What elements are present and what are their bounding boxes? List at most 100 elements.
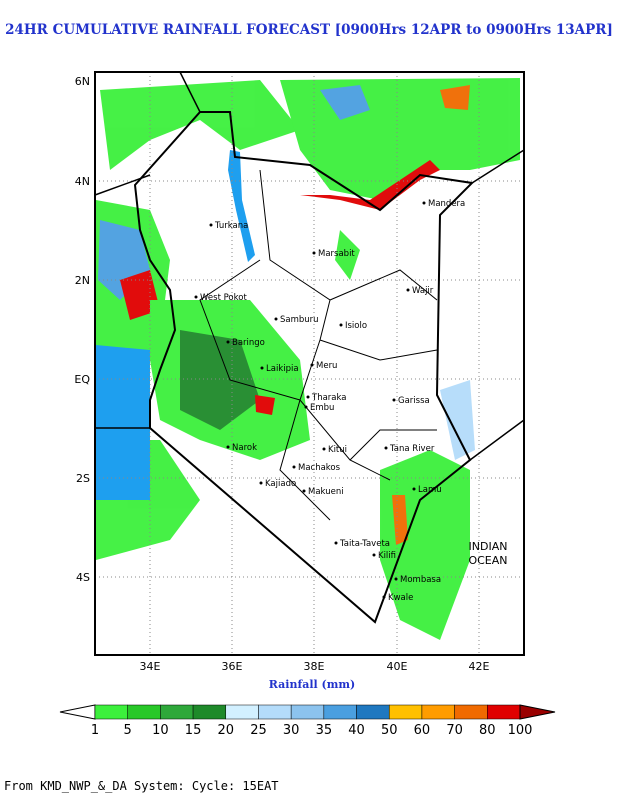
place-label: Marsabit bbox=[318, 249, 355, 259]
place-label: Kajiado bbox=[265, 479, 296, 489]
place-label: Samburu bbox=[280, 315, 319, 325]
place-label: Wajir bbox=[412, 286, 434, 296]
colorbar-label: 15 bbox=[185, 723, 202, 738]
map-frame bbox=[94, 71, 525, 656]
place-dot bbox=[334, 541, 338, 545]
place-label: Machakos bbox=[298, 463, 341, 473]
rain-patch bbox=[300, 160, 440, 210]
place-label: Embu bbox=[310, 403, 334, 413]
lat-tick-label: EQ bbox=[74, 373, 90, 386]
colorbar-box bbox=[388, 704, 423, 720]
colorbar-label: 70 bbox=[446, 723, 463, 738]
place-dot bbox=[392, 398, 396, 402]
place-label: Kilifi bbox=[378, 551, 396, 561]
place-dot bbox=[260, 366, 264, 370]
colorbar-box bbox=[192, 704, 227, 720]
colorbar-label: 20 bbox=[217, 723, 234, 738]
place-label: Laikipia bbox=[266, 364, 299, 374]
place-label: Makueni bbox=[308, 487, 344, 497]
rain-patch bbox=[180, 330, 260, 430]
colorbar-box bbox=[487, 704, 521, 720]
place-label: Kwale bbox=[388, 593, 413, 603]
place-label: Tana River bbox=[389, 444, 435, 454]
place-dot bbox=[226, 445, 230, 449]
lon-tick-label: 38E bbox=[304, 660, 325, 673]
rain-patch bbox=[392, 495, 408, 545]
place-label: Meru bbox=[316, 361, 337, 371]
rain-patch bbox=[100, 80, 300, 170]
place-label: Kitui bbox=[328, 445, 347, 455]
place-dot bbox=[310, 363, 314, 367]
colorbar-box bbox=[454, 704, 488, 720]
place-label: Lamu bbox=[418, 485, 442, 495]
colorbar-box bbox=[290, 704, 325, 720]
lon-tick-label: 40E bbox=[387, 660, 408, 673]
colorbar-box bbox=[356, 704, 390, 720]
footer: From KMD_NWP_&_DA System: Cycle: 15EAT bbox=[4, 779, 279, 793]
colorbar-label: 50 bbox=[381, 723, 398, 738]
neighbour-border bbox=[94, 71, 525, 461]
colorbar-label: 10 bbox=[152, 723, 169, 738]
title: 24HR CUMULATIVE RAINFALL FORECAST [0900H… bbox=[5, 22, 613, 38]
colorbar-box bbox=[421, 704, 455, 720]
colorbar-label: 60 bbox=[414, 723, 431, 738]
place-dot bbox=[384, 446, 388, 450]
colorbar: 1 5 10 15 20 25 30 35 40 50 60 70 80 100 bbox=[59, 704, 556, 738]
place-dot bbox=[312, 251, 316, 255]
x-label: Rainfall (mm) bbox=[269, 678, 355, 691]
place-dot bbox=[412, 487, 416, 491]
place-dot bbox=[422, 201, 426, 205]
colorbar-low bbox=[59, 704, 96, 720]
lake-turkana bbox=[228, 150, 255, 262]
colorbar-label: 5 bbox=[124, 723, 132, 738]
places: Turkana Marsabit Mandera Wajir Isiolo Samburu… bbox=[194, 199, 465, 603]
place-dot bbox=[292, 465, 296, 469]
colorbar-label: 80 bbox=[479, 723, 496, 738]
rain-patch bbox=[320, 85, 370, 120]
place-dot bbox=[302, 489, 306, 493]
place-dot bbox=[322, 447, 326, 451]
place-dot bbox=[194, 295, 198, 299]
lon-tick-label: 42E bbox=[469, 660, 490, 673]
colorbar-label: 35 bbox=[316, 723, 333, 738]
colorbar-box bbox=[160, 704, 194, 720]
colorbar-label: 30 bbox=[283, 723, 300, 738]
colorbar-box bbox=[94, 704, 128, 720]
rain-patch bbox=[440, 85, 470, 110]
rain-patch bbox=[255, 395, 275, 415]
lat-tick-label: 4N bbox=[75, 175, 90, 188]
place-dot bbox=[372, 553, 376, 557]
ocean-label: OCEAN bbox=[468, 554, 507, 567]
colorbar-label: 40 bbox=[348, 723, 365, 738]
lon-tick-label: 36E bbox=[222, 660, 243, 673]
place-dot bbox=[226, 340, 230, 344]
place-label: Mandera bbox=[428, 199, 465, 209]
place-label: Isiolo bbox=[345, 321, 367, 331]
colorbar-box bbox=[323, 704, 357, 720]
place-dot bbox=[304, 405, 308, 409]
place-dot bbox=[382, 595, 386, 599]
rain-patch bbox=[335, 230, 360, 280]
lat-tick-label: 6N bbox=[75, 75, 90, 88]
place-dot bbox=[394, 577, 398, 581]
lake-victoria bbox=[96, 345, 150, 500]
ocean-label: INDIAN bbox=[469, 540, 508, 553]
lat-tick-label: 2N bbox=[75, 274, 90, 287]
place-dot bbox=[306, 395, 310, 399]
colorbar-label: 1 bbox=[91, 723, 99, 738]
lat-tick-label: 2S bbox=[76, 472, 90, 485]
place-dot bbox=[406, 288, 410, 292]
place-dot bbox=[274, 317, 278, 321]
colorbar-high bbox=[519, 704, 556, 720]
place-label: Narok bbox=[232, 443, 257, 453]
place-label: Taita-Taveta bbox=[339, 539, 390, 549]
colorbar-label: 100 bbox=[508, 723, 533, 738]
lon-tick-label: 34E bbox=[140, 660, 161, 673]
colorbar-box bbox=[225, 704, 259, 720]
colorbar-label: 25 bbox=[250, 723, 267, 738]
place-dot bbox=[209, 223, 213, 227]
colorbar-box bbox=[258, 704, 292, 720]
place-label: Baringo bbox=[232, 338, 265, 348]
place-label: Tharaka bbox=[311, 393, 346, 403]
